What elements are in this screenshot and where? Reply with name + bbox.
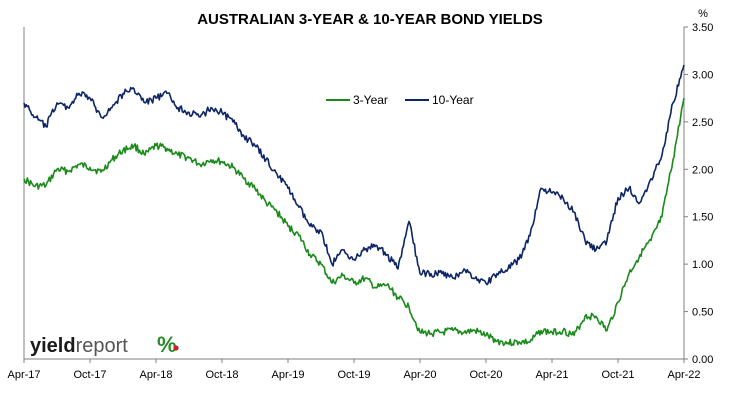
legend-label-10-year: 10-Year: [432, 93, 474, 107]
x-tick-label: Apr-19: [271, 369, 304, 381]
y-tick-label: 2.50: [692, 117, 713, 129]
series-lines: [23, 64, 685, 347]
x-tick-label: Oct-17: [73, 369, 106, 381]
logo-dot-icon: [173, 345, 179, 351]
x-tick-label: Apr-17: [7, 369, 40, 381]
y-axis-unit-label: %: [698, 8, 708, 20]
y-tick-label: 3.00: [692, 69, 713, 81]
legend-label-3-year: 3-Year: [353, 93, 388, 107]
chart-title: AUSTRALIAN 3-YEAR & 10-YEAR BOND YIELDS: [197, 11, 543, 28]
y-tick-label: 1.50: [692, 212, 713, 224]
yieldreport-logo: yieldreport %: [30, 332, 179, 357]
x-tick-label: Oct-18: [205, 369, 238, 381]
y-tick-label: 2.00: [692, 164, 713, 176]
x-axis: Apr-17 Oct-17 Apr-18 Oct-18 Apr-19 Oct-19 Apr-…: [7, 359, 701, 381]
percent-logo-icon: %: [157, 332, 177, 357]
y-axis: 0.00 0.50 1.00 1.50 2.00 2.50 3.00 3.50: [684, 22, 713, 366]
series-line-10-year: [23, 64, 685, 286]
x-tick-label: Oct-20: [469, 369, 502, 381]
yieldreport-logo-text: yieldreport: [30, 335, 128, 357]
y-tick-label: 0.50: [692, 307, 713, 319]
y-tick-label: 0.00: [692, 354, 713, 366]
x-tick-label: Oct-21: [601, 369, 634, 381]
series-line-3-year: [23, 97, 685, 347]
x-tick-label: Apr-22: [667, 369, 700, 381]
y-tick-label: 3.50: [692, 22, 713, 34]
x-tick-label: Apr-21: [535, 369, 568, 381]
x-tick-label: Apr-18: [139, 369, 172, 381]
x-tick-label: Oct-19: [337, 369, 370, 381]
x-tick-label: Apr-20: [403, 369, 436, 381]
chart-legend: 3-Year 10-Year: [326, 93, 474, 107]
y-tick-label: 1.00: [692, 259, 713, 271]
